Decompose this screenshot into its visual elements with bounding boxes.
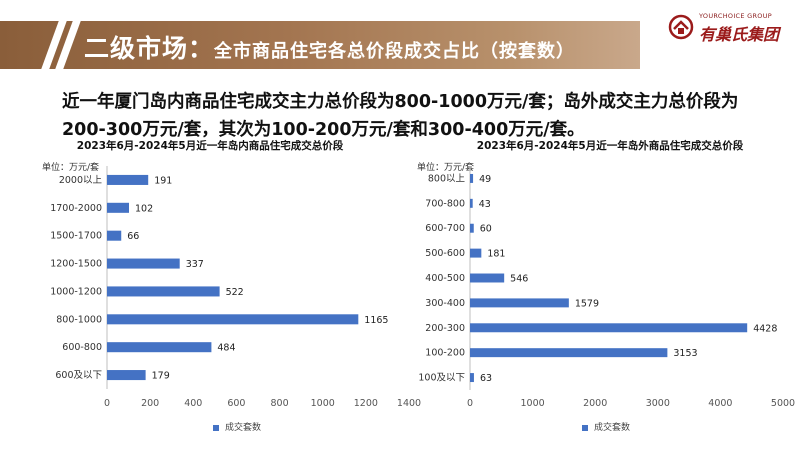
x-tick-label: 600	[227, 398, 245, 409]
bar	[107, 286, 220, 297]
category-label: 600及以下	[55, 370, 102, 381]
bar	[470, 173, 474, 183]
data-label: 3153	[673, 348, 697, 359]
legend-label: 成交套数	[594, 423, 631, 433]
island-bar-chart: 2000以上 191 1700-2000 102 1500-1700 66 1200-150…	[50, 166, 421, 409]
x-tick-label: 1000	[311, 398, 335, 409]
category-label: 200-300	[425, 323, 465, 334]
bar	[470, 373, 474, 383]
data-label: 60	[480, 224, 492, 235]
x-tick-label: 2000	[583, 398, 607, 409]
legend-swatch	[213, 424, 219, 431]
category-label: 300-400	[425, 298, 465, 309]
x-tick-label: 1400	[397, 398, 421, 409]
bar	[470, 348, 668, 358]
category-label: 400-500	[425, 273, 465, 284]
section-header-bar	[0, 21, 640, 69]
bar	[107, 370, 146, 381]
data-label: 191	[154, 175, 172, 186]
data-label: 522	[226, 287, 244, 298]
data-label: 179	[152, 371, 170, 382]
bar	[470, 273, 505, 283]
x-tick-label: 1200	[354, 398, 378, 409]
bar	[470, 198, 473, 208]
category-label: 2000以上	[59, 175, 103, 186]
chart-title: 2023年6月-2024年5月近一年岛外商品住宅成交总价段	[476, 140, 744, 152]
bar	[470, 323, 748, 333]
legend-label: 成交套数	[225, 423, 262, 433]
data-label: 63	[480, 373, 492, 384]
bar	[470, 298, 569, 308]
category-label: 800-1000	[56, 314, 102, 325]
category-label: 700-800	[425, 198, 465, 209]
category-label: 800以上	[428, 173, 466, 184]
legend-swatch	[582, 424, 588, 431]
category-label: 600-700	[425, 223, 465, 234]
data-label: 337	[186, 259, 204, 270]
data-label: 181	[487, 249, 505, 260]
section-subtitle: 全市商品住宅各总价段成交占比（按套数）	[214, 41, 576, 62]
x-tick-label: 3000	[646, 398, 670, 409]
island-chart: 2023年6月-2024年5月近一年岛内商品住宅成交总价段 单位：万元/套 20…	[10, 138, 421, 438]
bar	[107, 230, 122, 241]
outer-bar-chart: 800以上 49 700-800 43 600-700 60 500-600 181 400-5…	[418, 166, 795, 409]
x-tick-label: 4000	[708, 398, 732, 409]
category-label: 100-200	[425, 348, 465, 359]
data-label: 102	[135, 203, 153, 214]
category-label: 600-800	[62, 342, 102, 353]
data-label: 1579	[575, 298, 599, 309]
bar	[107, 174, 149, 185]
chart-legend: 成交套数	[582, 420, 630, 433]
category-label: 1200-1500	[50, 259, 102, 270]
bar	[107, 202, 130, 213]
bar	[107, 314, 359, 325]
x-tick-label: 800	[271, 398, 289, 409]
data-label: 546	[510, 274, 528, 285]
x-tick-label: 0	[467, 398, 473, 409]
data-label: 66	[127, 231, 139, 242]
logo-mark-icon	[668, 14, 694, 40]
summary-text: 近一年厦门岛内商品住宅成交主力总价段为800-1000万元/套；岛外成交主力总价…	[62, 92, 739, 140]
x-tick-label: 5000	[771, 398, 795, 409]
category-label: 1700-2000	[50, 203, 102, 214]
category-label: 1000-1200	[50, 286, 102, 297]
x-tick-label: 400	[184, 398, 202, 409]
data-label: 484	[217, 343, 235, 354]
section-title: 二级市场：全市商品住宅各总价段成交占比（按套数）	[84, 29, 575, 65]
section-title-main: 二级市场：	[84, 34, 215, 63]
bar	[107, 258, 180, 269]
data-label: 1165	[364, 315, 388, 326]
logo-english-text: YOURCHOICE GROUP	[699, 12, 772, 20]
category-label: 500-600	[425, 248, 465, 259]
category-label: 100及以下	[418, 373, 465, 384]
data-label: 43	[479, 199, 491, 210]
chart-legend: 成交套数	[213, 420, 261, 433]
logo-chinese-text: 有巢氏集团	[699, 25, 780, 44]
category-label: 1500-1700	[50, 231, 102, 242]
x-tick-label: 0	[104, 398, 110, 409]
data-label: 49	[479, 174, 491, 185]
data-label: 4428	[753, 323, 777, 334]
x-tick-label: 200	[141, 398, 159, 409]
unit-label: 单位：万元/套	[42, 163, 100, 173]
bar	[470, 223, 474, 233]
x-tick-label: 1000	[521, 398, 545, 409]
chart-title: 2023年6月-2024年5月近一年岛内商品住宅成交总价段	[76, 140, 344, 152]
bar	[107, 342, 212, 353]
company-logo: YOURCHOICE GROUP 有巢氏集团	[668, 10, 793, 44]
bar	[470, 248, 482, 258]
outer-chart: 2023年6月-2024年5月近一年岛外商品住宅成交总价段 单位：万元/套 80…	[410, 138, 800, 438]
unit-label: 单位：万元/套	[417, 163, 475, 173]
